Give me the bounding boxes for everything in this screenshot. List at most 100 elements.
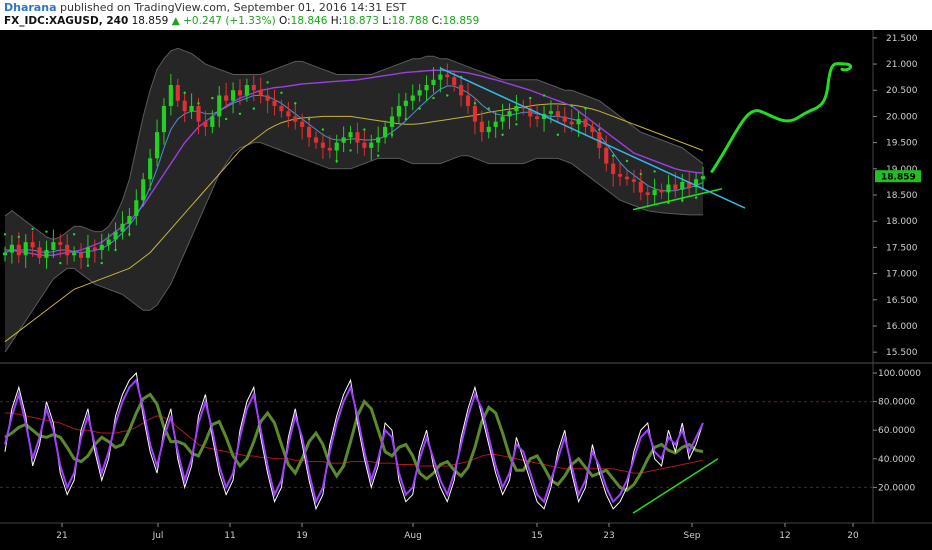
open-label: O:: [279, 15, 291, 27]
sar-dot: [376, 154, 380, 157]
time-tick-label: 11: [224, 531, 235, 541]
candle-body: [645, 192, 650, 195]
candle-body: [638, 181, 643, 193]
candle-body: [548, 111, 554, 114]
sar-dot: [197, 102, 200, 105]
sar-dot: [280, 91, 283, 95]
candle-body: [479, 121, 484, 133]
price-pane[interactable]: [0, 30, 932, 524]
candle-body: [258, 90, 263, 96]
candle-body: [44, 250, 49, 258]
publish-line: Dharana published on TradingView.com, Se…: [4, 1, 406, 14]
time-tick-label: 21: [56, 531, 67, 541]
sar-dot: [321, 128, 325, 131]
candle-body: [113, 231, 118, 240]
candle-body: [652, 189, 657, 195]
candle-body: [507, 111, 512, 117]
price-tick-label: 18.500: [886, 191, 918, 201]
candle-body: [410, 95, 415, 101]
candle-body: [687, 181, 692, 188]
candle-body: [569, 121, 574, 125]
price-change: +0.247 (+1.33%): [183, 15, 276, 27]
high-value: 18.873: [342, 15, 379, 27]
price-axis[interactable]: 21.500 21.000 20.500 20.000 19.500 19.000 18.5…: [873, 34, 921, 358]
candle-body: [210, 116, 215, 127]
sar-dot: [501, 133, 504, 136]
close-value: 18.859: [442, 15, 480, 27]
candle-body: [9, 244, 14, 253]
low-label: L:: [382, 15, 392, 27]
sar-dot: [307, 117, 311, 121]
close-label: C:: [431, 15, 443, 27]
candle-body: [700, 176, 706, 180]
candle-body: [237, 90, 243, 96]
bollinger-upper-line: [4, 47, 704, 241]
sar-dot: [487, 107, 490, 110]
sar-dot: [542, 94, 546, 97]
price-tick-label: 17.500: [886, 243, 918, 253]
sar-dot: [238, 112, 242, 116]
time-axis[interactable]: 21 Jul 11 19 Aug 15 23 Sep 12 20: [56, 523, 859, 541]
candle-body: [403, 100, 408, 106]
osc-tick-label: 80.0000: [878, 398, 915, 408]
sar-dot: [653, 170, 656, 173]
candle-body: [452, 77, 457, 85]
sar-dot: [473, 102, 477, 105]
sar-dot: [349, 149, 352, 152]
candle-body: [106, 239, 111, 245]
osc-tick-label: 20.0000: [878, 483, 915, 493]
candle-body: [85, 247, 90, 258]
time-tick-label: 15: [531, 531, 542, 541]
osc-tick-label: 40.0000: [878, 455, 915, 465]
candle-body: [300, 121, 305, 127]
price-tick-label: 21.500: [886, 34, 918, 44]
candle-body: [72, 252, 77, 256]
candle-body: [576, 119, 581, 125]
moving-average-yellow: [4, 103, 704, 343]
price-tick-label: 16.000: [886, 322, 918, 332]
candle-body: [535, 116, 540, 120]
time-tick-label: Sep: [684, 531, 701, 541]
sar-dot: [100, 261, 103, 265]
oscillator-pane[interactable]: [0, 371, 873, 514]
author-link[interactable]: Dharana: [4, 1, 57, 14]
candle-body: [348, 132, 353, 138]
candle-body: [30, 242, 35, 248]
candle-body: [562, 116, 567, 122]
candle-body: [666, 184, 671, 193]
candle-body: [417, 90, 422, 96]
candle-body: [175, 85, 180, 101]
candle-body: [597, 132, 602, 148]
candle-body: [251, 85, 256, 91]
time-tick-label: 12: [779, 531, 790, 541]
candle-body: [78, 252, 84, 258]
sar-dot: [183, 91, 186, 95]
bollinger-band-fill: [5, 48, 703, 353]
sar-dot: [625, 159, 629, 163]
candle-body: [203, 121, 208, 127]
sar-dot: [169, 102, 173, 105]
candle-body: [196, 105, 201, 122]
candle-body: [521, 105, 526, 109]
candle-body: [148, 158, 153, 180]
sar-dot: [390, 133, 394, 136]
candle-body: [424, 85, 429, 91]
candle-body: [618, 174, 623, 177]
descending-trendline: [440, 67, 746, 209]
bollinger-lower-line: [4, 142, 703, 353]
chart-area[interactable]: 21.500 21.000 20.500 20.000 19.500 19.000 18.5…: [0, 30, 932, 550]
candle-body: [23, 242, 28, 256]
candle-body: [369, 142, 374, 148]
support-trendline: [632, 187, 723, 211]
candle-body: [659, 189, 664, 193]
candle-body: [528, 108, 533, 117]
sar-dot: [529, 96, 532, 100]
oscillator-axis[interactable]: 100.0000 80.0000 60.0000 40.0000 20.0000: [873, 369, 921, 493]
sar-dot: [515, 123, 518, 126]
candle-body: [334, 142, 339, 151]
candle-body: [224, 95, 229, 101]
sar-dot: [667, 201, 670, 205]
candle-body: [99, 244, 104, 250]
ohlc-line: FX_IDC:XAGUSD, 240 18.859 ▲ +0.247 (+1.3…: [4, 15, 479, 27]
candle-body: [396, 105, 401, 117]
